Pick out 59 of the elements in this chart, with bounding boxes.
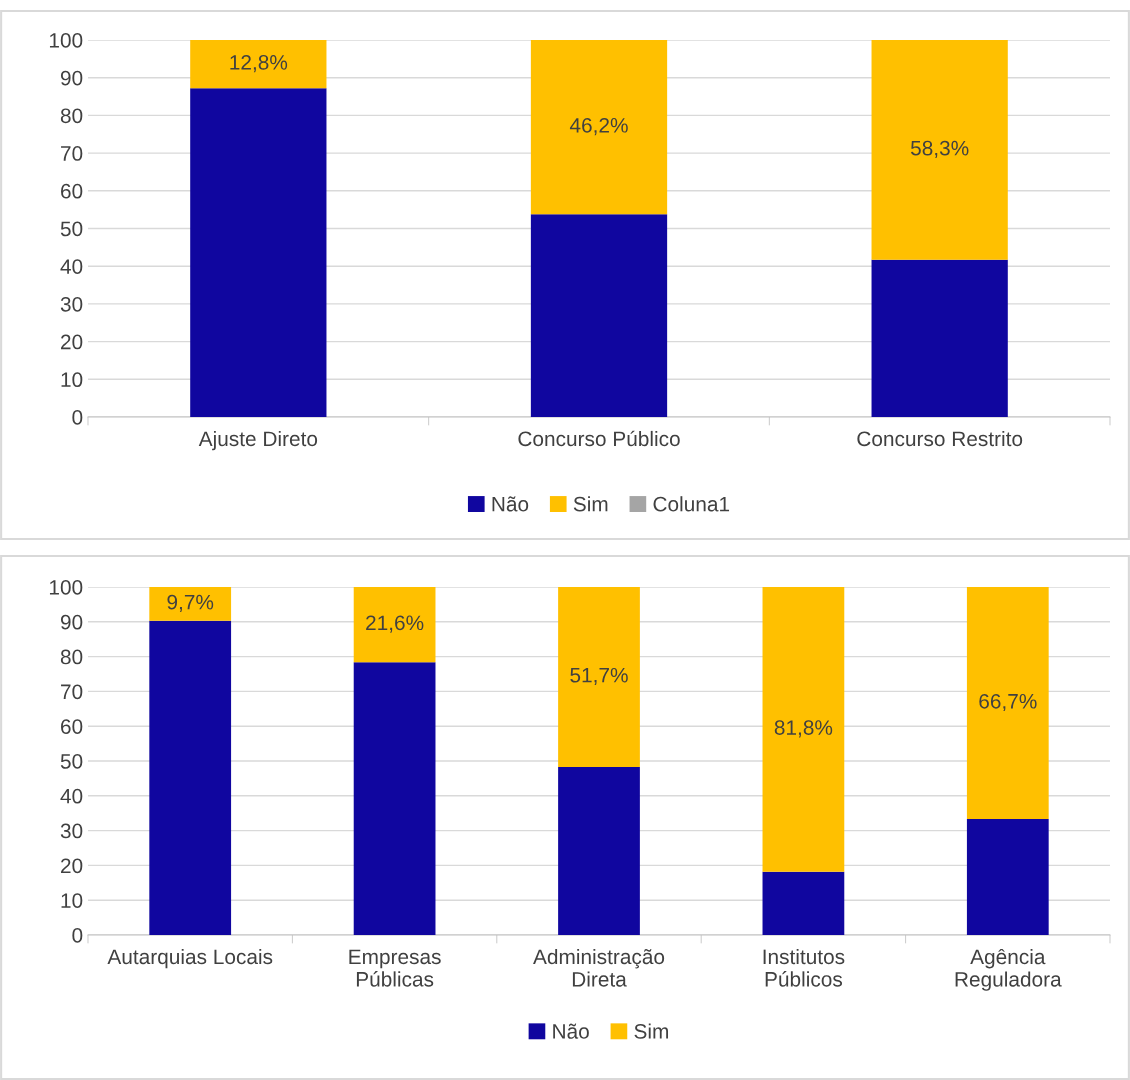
bar xyxy=(762,587,845,872)
x-tick-label: Agência Reguladora xyxy=(955,948,1062,991)
data-label: 46,2% xyxy=(569,117,628,136)
legend-label: Coluna1 xyxy=(653,496,730,512)
y-tick-label: 20 xyxy=(61,858,83,874)
bar xyxy=(558,766,640,935)
bar xyxy=(353,587,436,663)
y-tick-label: 30 xyxy=(60,296,83,312)
y-tick-label: 70 xyxy=(61,146,83,161)
y-tick-label: 90 xyxy=(60,614,83,630)
x-tick-label: Institutos Públicos xyxy=(763,948,845,987)
y-tick-label: 10 xyxy=(61,893,83,908)
x-tick-label: Ajuste Direto xyxy=(198,430,318,451)
bar xyxy=(871,259,1008,417)
bar xyxy=(530,214,668,417)
bar xyxy=(871,40,1008,260)
bar xyxy=(190,88,327,417)
data-label: 58,3% xyxy=(910,140,969,158)
data-label: 51,7% xyxy=(570,667,628,686)
legend-label: Sim xyxy=(634,1023,669,1039)
bar xyxy=(558,587,640,767)
bar xyxy=(149,587,232,621)
y-tick-label: 90 xyxy=(60,70,83,86)
y-tick-label: 60 xyxy=(61,719,83,734)
bar xyxy=(966,819,1049,935)
y-tick-label: 70 xyxy=(61,684,83,700)
y-tick-label: 20 xyxy=(61,334,83,350)
x-tick-label: Concurso Restrito xyxy=(857,430,1023,447)
y-tick-label: 30 xyxy=(60,823,83,839)
bar xyxy=(966,587,1049,820)
y-tick-label: 50 xyxy=(60,221,83,237)
bar xyxy=(190,40,327,89)
bar xyxy=(149,620,232,935)
data-label: 12,8% xyxy=(230,54,288,73)
y-tick-label: 50 xyxy=(60,754,83,769)
y-tick-label: 10 xyxy=(61,372,83,388)
data-label: 21,6% xyxy=(366,615,424,633)
y-tick-label: 0 xyxy=(72,410,83,425)
legend-label: Sim xyxy=(573,496,608,512)
legend-label: Não xyxy=(553,1023,589,1039)
legend-label: Não xyxy=(492,496,529,512)
y-tick-label: 40 xyxy=(60,259,83,274)
y-tick-label: 100 xyxy=(49,580,83,595)
x-tick-label: Autarquias Locais xyxy=(107,948,273,969)
bar xyxy=(762,871,845,935)
x-tick-label: Empresas Públicas xyxy=(349,949,441,987)
data-label: 66,7% xyxy=(979,693,1037,712)
y-tick-label: 80 xyxy=(60,108,83,124)
x-tick-label: Administração Direta xyxy=(533,948,665,987)
data-label: 81,8% xyxy=(774,720,833,738)
y-tick-label: 60 xyxy=(61,183,83,199)
y-tick-label: 100 xyxy=(49,33,83,48)
y-tick-label: 80 xyxy=(60,649,83,665)
bar xyxy=(353,662,436,935)
bar xyxy=(530,40,668,215)
data-label: 9,7% xyxy=(167,594,214,612)
x-tick-label: Concurso Público xyxy=(518,430,680,447)
y-tick-label: 0 xyxy=(72,928,83,943)
y-tick-label: 40 xyxy=(60,788,83,804)
